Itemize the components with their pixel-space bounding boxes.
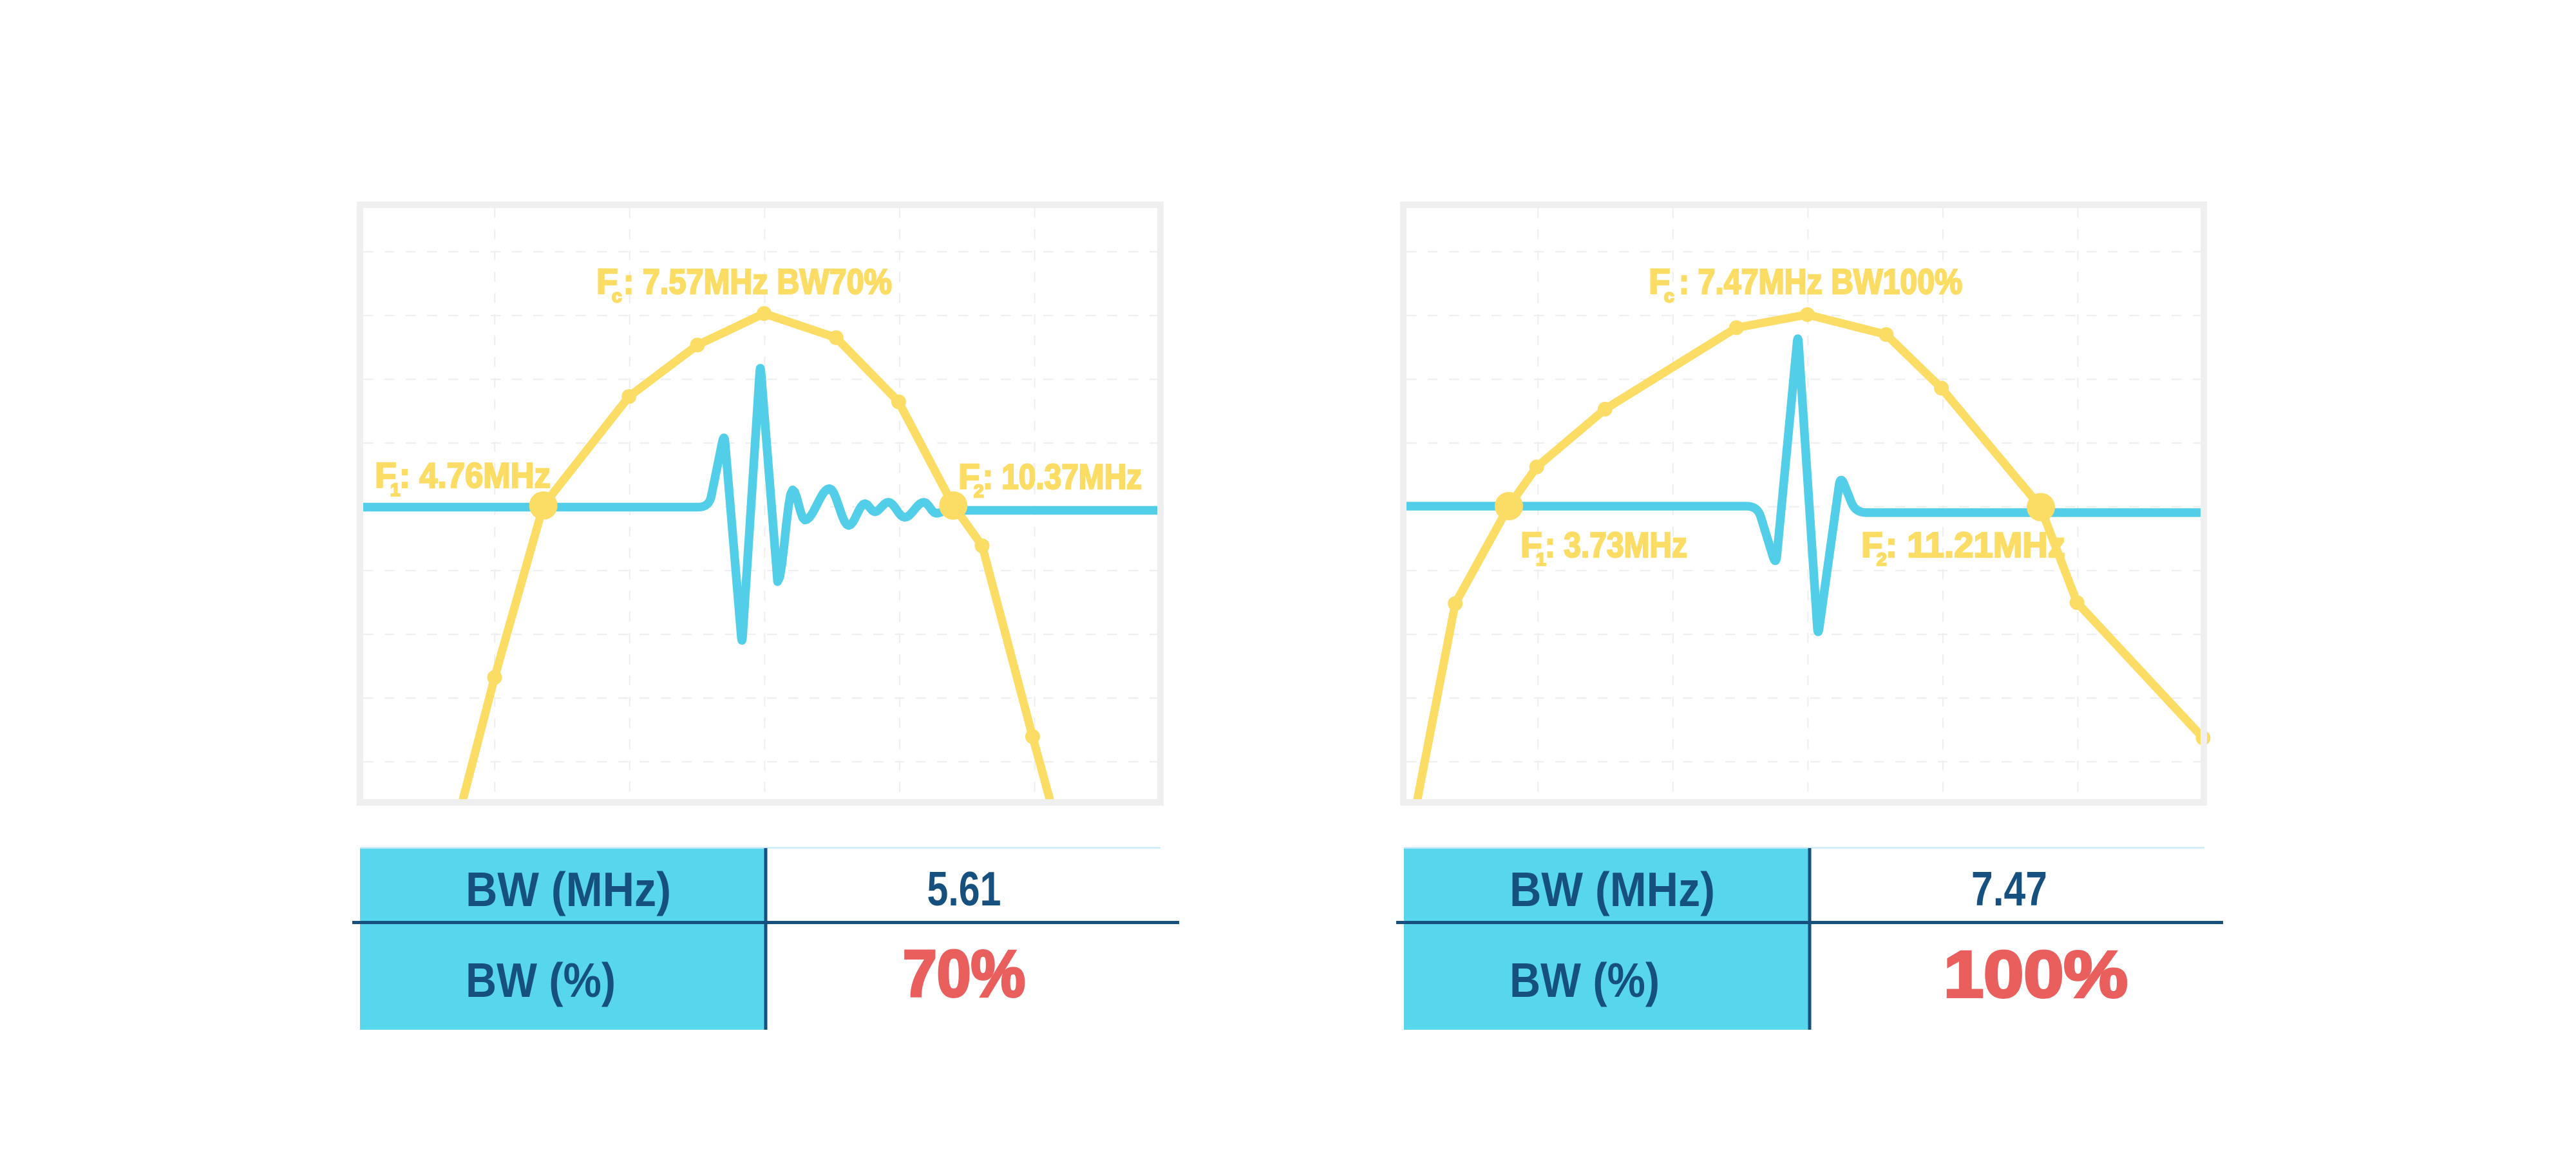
svg-text:Fc: 7.47MHz BW100%: Fc: 7.47MHz BW100% (1649, 261, 1962, 306)
svg-text:BW (%): BW (%) (466, 953, 616, 1007)
svg-text:F2: 11.21MHz: F2: 11.21MHz (1861, 525, 2065, 569)
svg-text:Fc: 7.57MHz BW70%: Fc: 7.57MHz BW70% (596, 261, 892, 306)
svg-text:F1: 4.76MHz: F1: 4.76MHz (375, 455, 551, 500)
svg-text:BW (%): BW (%) (1510, 953, 1660, 1007)
svg-text:5.61: 5.61 (927, 862, 1001, 916)
svg-text:100%: 100% (1944, 938, 2128, 1011)
svg-text:70%: 70% (903, 937, 1025, 1010)
svg-text:7.47: 7.47 (1971, 862, 2047, 916)
svg-text:F1: 3.73MHz: F1: 3.73MHz (1520, 525, 1687, 569)
svg-text:F2: 10.37MHz: F2: 10.37MHz (958, 457, 1142, 501)
svg-text:BW (MHz): BW (MHz) (466, 862, 671, 916)
svg-text:BW (MHz): BW (MHz) (1510, 862, 1715, 916)
